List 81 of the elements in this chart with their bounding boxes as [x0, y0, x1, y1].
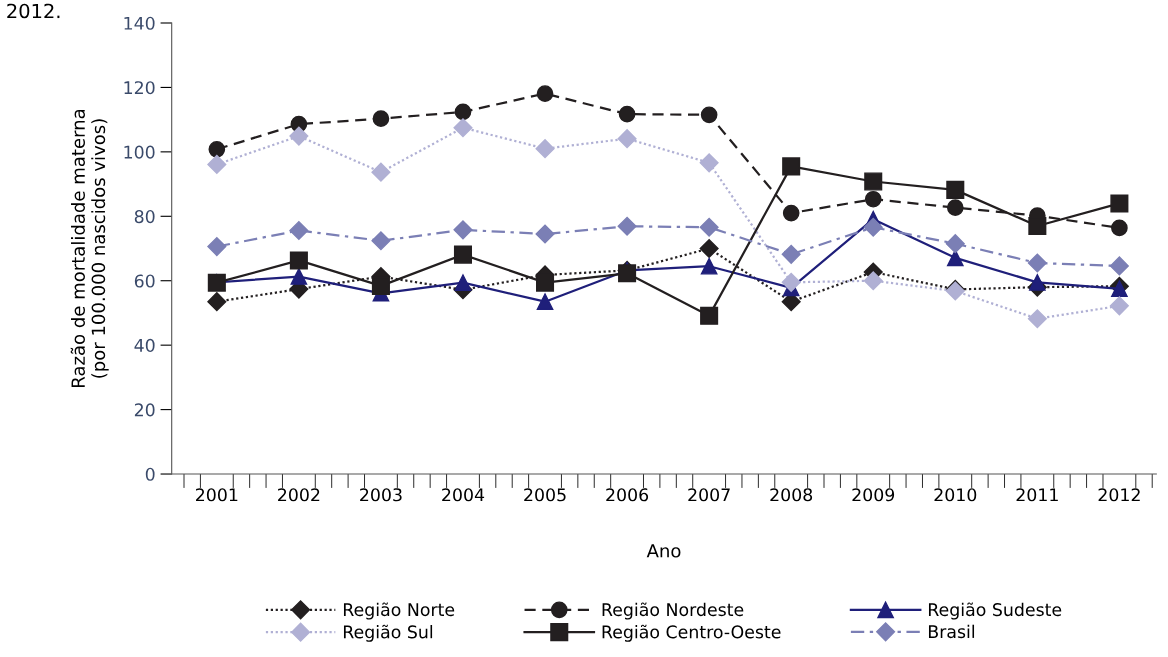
- point: [618, 264, 637, 283]
- point: [864, 172, 883, 191]
- y-tick-label: 80: [134, 210, 155, 224]
- point: [535, 139, 555, 159]
- x-axis-title: Ano: [646, 544, 681, 558]
- point: [208, 140, 226, 158]
- point: [1109, 256, 1129, 276]
- point: [1111, 219, 1128, 237]
- point: [781, 244, 801, 264]
- x-tick-label: 2008: [770, 488, 813, 502]
- x-tick-label: 2002: [278, 488, 320, 502]
- point: [617, 129, 637, 149]
- point: [535, 224, 555, 244]
- point: [371, 231, 391, 251]
- point: [781, 272, 801, 292]
- point: [207, 292, 227, 312]
- point: [371, 162, 391, 182]
- x-tick-label: 2009: [852, 488, 895, 502]
- point: [1028, 216, 1047, 235]
- point: [617, 216, 637, 236]
- legend-label: Região Norte: [343, 602, 455, 620]
- legend-label: Região Sudeste: [928, 602, 1062, 620]
- x-tick-label: 2001: [196, 488, 238, 502]
- point: [700, 306, 719, 325]
- point: [946, 180, 965, 199]
- point: [946, 199, 964, 216]
- point: [289, 126, 309, 146]
- point: [1110, 194, 1129, 213]
- point: [782, 204, 800, 222]
- x-tick-label: 2005: [524, 488, 566, 502]
- x-tick-label: 2007: [688, 488, 730, 502]
- point: [700, 257, 718, 275]
- x-tick-label: 2003: [360, 488, 402, 502]
- point: [453, 245, 473, 264]
- point: [207, 237, 227, 257]
- y-tick-label: 20: [134, 403, 155, 417]
- point: [536, 273, 555, 292]
- point: [290, 268, 308, 285]
- point: [1029, 274, 1046, 291]
- point: [289, 251, 308, 270]
- point: [536, 85, 554, 102]
- point: [700, 106, 718, 124]
- point: [372, 110, 390, 128]
- legend-label: Brasil: [928, 624, 975, 639]
- point: [453, 118, 473, 138]
- point: [863, 271, 883, 291]
- point: [618, 105, 636, 123]
- point: [454, 274, 472, 291]
- point: [699, 238, 719, 259]
- y-axis-title: Razão de mortalidade materna (por 100.000 nascidos vivos): [70, 109, 109, 387]
- point: [863, 217, 883, 237]
- x-tick-label: 2004: [442, 488, 485, 502]
- y-tick-label: 140: [124, 16, 155, 30]
- legend-label: Região Sul: [343, 624, 433, 642]
- point: [1109, 296, 1129, 316]
- point: [699, 153, 719, 173]
- point: [454, 103, 472, 121]
- point: [1027, 309, 1047, 329]
- x-tick-label: 2006: [606, 488, 649, 502]
- y-tick-label: 60: [134, 274, 155, 288]
- point: [371, 276, 390, 295]
- point: [864, 190, 882, 208]
- point: [453, 220, 473, 240]
- y-tick-label: 0: [145, 467, 155, 481]
- point: [946, 249, 964, 267]
- x-tick-label: 2010: [934, 488, 977, 502]
- point: [699, 217, 719, 237]
- y-tick-label: 100: [124, 145, 155, 159]
- point: [289, 220, 309, 241]
- legend-label: Região Nordeste: [602, 602, 744, 620]
- point: [536, 293, 554, 311]
- text: 2012.: [7, 3, 60, 19]
- x-tick-label: 2012: [1098, 488, 1140, 502]
- y-tick-label: 40: [134, 338, 155, 352]
- point: [207, 154, 227, 174]
- legend-label: Região Centro-Oeste: [602, 624, 781, 642]
- y-tick-label: 120: [124, 81, 155, 95]
- x-tick-label: 2011: [1016, 488, 1058, 502]
- point: [1027, 253, 1047, 273]
- point: [945, 234, 965, 254]
- point: [782, 157, 801, 176]
